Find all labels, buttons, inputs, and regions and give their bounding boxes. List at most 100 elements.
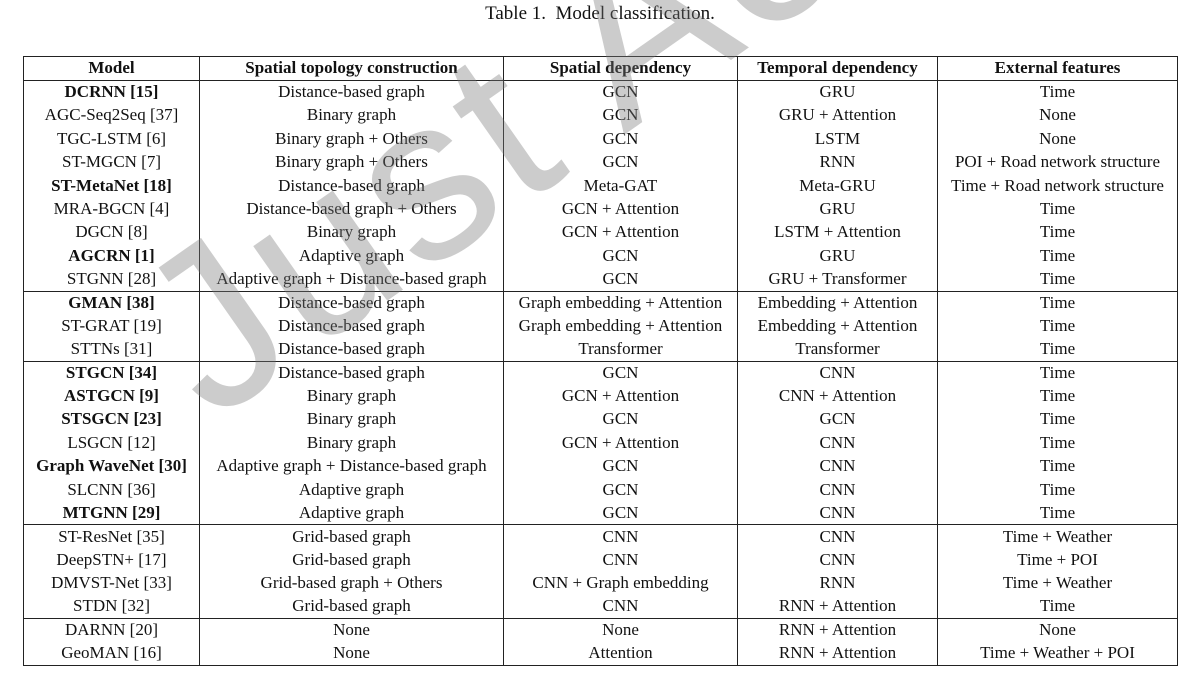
spatial-dependency-cell: None xyxy=(503,617,738,642)
temporal-dependency-cell: CNN + Attention xyxy=(737,384,938,408)
caption-text: Model classification. xyxy=(555,3,715,24)
model-cell: AGCRN [1] xyxy=(23,244,200,268)
model-cell: STGCN [34] xyxy=(23,360,200,385)
external-features-cell: Time xyxy=(937,384,1178,408)
table-row: DMVST-Net [33] Grid-based graph + Others C… xyxy=(23,571,1178,596)
spatial-dependency-cell: CNN xyxy=(503,595,738,619)
table-row: AGC-Seq2Seq [37] Binary graph GCN GRU + Att… xyxy=(23,103,1178,128)
external-features-cell: Time xyxy=(937,197,1178,221)
spatial-dependency-cell: CNN + Graph embedding xyxy=(503,571,738,596)
table-row: ST-MGCN [7] Binary graph + Others GCN RNN PO… xyxy=(23,150,1178,175)
spatial-topology-cell: Binary graph + Others xyxy=(199,150,504,175)
model-cell: DGCN [8] xyxy=(23,220,200,245)
table-row: LSGCN [12] Binary graph GCN + Attention CNN… xyxy=(23,431,1178,455)
spatial-dependency-cell: GCN xyxy=(503,244,738,268)
spatial-topology-cell: Binary graph xyxy=(199,431,504,455)
external-features-cell: Time + Weather xyxy=(937,524,1178,549)
spatial-topology-cell: Grid-based graph + Others xyxy=(199,571,504,596)
model-cell: ST-MetaNet [18] xyxy=(23,174,200,198)
model-classification-table: Model Spatial topology construction Spat… xyxy=(23,56,1178,666)
temporal-dependency-cell: LSTM + Attention xyxy=(737,220,938,245)
external-features-cell: Time xyxy=(937,431,1178,455)
temporal-dependency-cell: Meta-GRU xyxy=(737,174,938,198)
temporal-dependency-cell: GRU xyxy=(737,79,938,104)
spatial-dependency-cell: GCN xyxy=(503,150,738,175)
table-row: GMAN [38] Distance-based graph Graph embed… xyxy=(23,290,1178,315)
external-features-cell: Time + POI xyxy=(937,548,1178,572)
external-features-cell: Time xyxy=(937,244,1178,268)
temporal-dependency-cell: Embedding + Attention xyxy=(737,290,938,315)
temporal-dependency-cell: RNN + Attention xyxy=(737,617,938,642)
spatial-topology-cell: Distance-based graph xyxy=(199,360,504,385)
table-row: ASTGCN [9] Binary graph GCN + Attention CNN… xyxy=(23,384,1178,408)
temporal-dependency-cell: CNN xyxy=(737,501,938,525)
spatial-topology-cell: Binary graph + Others xyxy=(199,127,504,151)
spatial-topology-cell: None xyxy=(199,641,504,666)
table-row: DeepSTN+ [17] Grid-based graph CNN CNN Time … xyxy=(23,548,1178,572)
table-row: DARNN [20] None None RNN + Attention None xyxy=(23,617,1178,642)
model-cell: STGNN [28] xyxy=(23,267,200,292)
temporal-dependency-cell: CNN xyxy=(737,431,938,455)
header-spatial-dependency: Spatial dependency xyxy=(503,56,738,81)
temporal-dependency-cell: CNN xyxy=(737,478,938,502)
spatial-dependency-cell: Transformer xyxy=(503,337,738,362)
spatial-dependency-cell: CNN xyxy=(503,548,738,572)
external-features-cell: Time xyxy=(937,478,1178,502)
model-cell: GeoMAN [16] xyxy=(23,641,200,666)
external-features-cell: None xyxy=(937,617,1178,642)
temporal-dependency-cell: RNN + Attention xyxy=(737,641,938,666)
table-row: MTGNN [29] Adaptive graph GCN CNN Time xyxy=(23,501,1178,525)
external-features-cell: Time xyxy=(937,267,1178,292)
external-features-cell: Time xyxy=(937,314,1178,338)
spatial-topology-cell: Adaptive graph xyxy=(199,478,504,502)
temporal-dependency-cell: RNN xyxy=(737,150,938,175)
model-cell: STDN [32] xyxy=(23,595,200,619)
table-row: ST-ResNet [35] Grid-based graph CNN CNN Time… xyxy=(23,524,1178,549)
temporal-dependency-cell: RNN xyxy=(737,571,938,596)
model-cell: GMAN [38] xyxy=(23,290,200,315)
temporal-dependency-cell: CNN xyxy=(737,524,938,549)
external-features-cell: Time xyxy=(937,337,1178,362)
spatial-topology-cell: Binary graph xyxy=(199,103,504,128)
table-caption: Table 1. Model classification. xyxy=(0,3,1200,25)
spatial-topology-cell: Adaptive graph + Distance-based graph xyxy=(199,454,504,479)
table-row: SLCNN [36] Adaptive graph GCN CNN Time xyxy=(23,478,1178,502)
spatial-topology-cell: Distance-based graph xyxy=(199,290,504,315)
external-features-cell: None xyxy=(937,127,1178,151)
model-cell: DCRNN [15] xyxy=(23,79,200,104)
temporal-dependency-cell: GRU xyxy=(737,197,938,221)
spatial-topology-cell: Grid-based graph xyxy=(199,595,504,619)
external-features-cell: Time + Road network structure xyxy=(937,174,1178,198)
model-cell: TGC-LSTM [6] xyxy=(23,127,200,151)
model-cell: MRA-BGCN [4] xyxy=(23,197,200,221)
spatial-dependency-cell: GCN xyxy=(503,79,738,104)
model-cell: DARNN [20] xyxy=(23,617,200,642)
model-cell: DeepSTN+ [17] xyxy=(23,548,200,572)
spatial-dependency-cell: Meta-GAT xyxy=(503,174,738,198)
external-features-cell: Time xyxy=(937,220,1178,245)
table-row: ST-MetaNet [18] Distance-based graph Meta-… xyxy=(23,174,1178,198)
spatial-topology-cell: Adaptive graph + Distance-based graph xyxy=(199,267,504,292)
table-row: Graph WaveNet [30] Adaptive graph + Dista… xyxy=(23,454,1178,479)
temporal-dependency-cell: RNN + Attention xyxy=(737,595,938,619)
spatial-topology-cell: Adaptive graph xyxy=(199,501,504,525)
temporal-dependency-cell: CNN xyxy=(737,548,938,572)
temporal-dependency-cell: GRU + Transformer xyxy=(737,267,938,292)
spatial-dependency-cell: GCN xyxy=(503,478,738,502)
spatial-dependency-cell: GCN + Attention xyxy=(503,384,738,408)
spatial-topology-cell: Adaptive graph xyxy=(199,244,504,268)
model-cell: MTGNN [29] xyxy=(23,501,200,525)
spatial-dependency-cell: GCN xyxy=(503,127,738,151)
spatial-dependency-cell: GCN xyxy=(503,454,738,479)
temporal-dependency-cell: CNN xyxy=(737,360,938,385)
spatial-dependency-cell: GCN xyxy=(503,360,738,385)
table-row: MRA-BGCN [4] Distance-based graph + Other… xyxy=(23,197,1178,221)
table-row: STSGCN [23] Binary graph GCN GCN Time xyxy=(23,407,1178,432)
temporal-dependency-cell: GCN xyxy=(737,407,938,432)
external-features-cell: Time xyxy=(937,454,1178,479)
table-row: DGCN [8] Binary graph GCN + Attention LSTM … xyxy=(23,220,1178,245)
spatial-topology-cell: Distance-based graph xyxy=(199,79,504,104)
model-cell: STSGCN [23] xyxy=(23,407,200,432)
external-features-cell: Time xyxy=(937,501,1178,525)
spatial-dependency-cell: GCN + Attention xyxy=(503,431,738,455)
